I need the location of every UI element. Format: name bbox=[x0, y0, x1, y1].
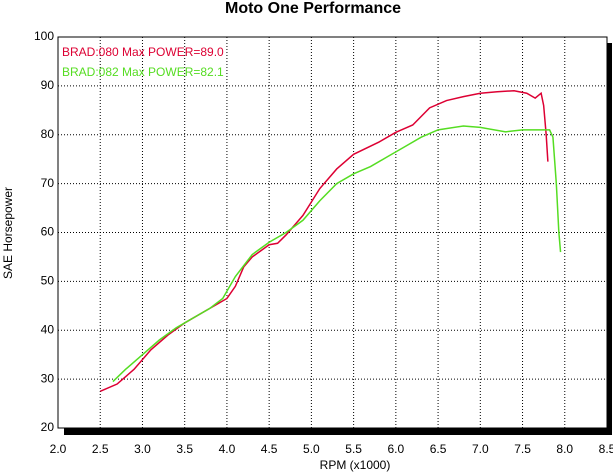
frame-shadow bbox=[607, 43, 612, 435]
x-tick-label: 6.0 bbox=[388, 442, 405, 456]
plot-area bbox=[57, 36, 608, 429]
y-axis-label: SAE Horsepower bbox=[1, 187, 15, 279]
x-axis-label: RPM (x1000) bbox=[320, 458, 391, 472]
y-tick-label: 100 bbox=[34, 29, 54, 43]
x-tick-label: 6.5 bbox=[430, 442, 447, 456]
legend-entry: BRAD:082 Max POWER=82.1 bbox=[62, 65, 224, 79]
y-tick-label: 80 bbox=[41, 127, 55, 141]
x-tick-label: 8.0 bbox=[556, 442, 573, 456]
y-tick-label: 90 bbox=[41, 78, 55, 92]
y-tick-label: 20 bbox=[41, 420, 55, 434]
y-tick-label: 50 bbox=[41, 274, 55, 288]
x-tick-label: 2.0 bbox=[50, 442, 67, 456]
legend-entry: BRAD:080 Max POWER=89.0 bbox=[62, 45, 224, 59]
x-tick-label: 5.5 bbox=[345, 442, 362, 456]
x-tick-label: 4.0 bbox=[219, 442, 236, 456]
x-tick-label: 7.0 bbox=[472, 442, 489, 456]
x-tick-label: 4.5 bbox=[261, 442, 278, 456]
y-tick-label: 30 bbox=[41, 371, 55, 385]
y-tick-label: 60 bbox=[41, 225, 55, 239]
x-tick-label: 8.5 bbox=[599, 442, 613, 456]
x-tick-label: 7.5 bbox=[514, 442, 531, 456]
frame-shadow bbox=[64, 428, 612, 435]
x-tick-label: 3.0 bbox=[134, 442, 151, 456]
x-tick-label: 2.5 bbox=[92, 442, 109, 456]
y-tick-label: 70 bbox=[41, 176, 55, 190]
chart-title: Moto One Performance bbox=[225, 0, 401, 17]
series-line bbox=[112, 125, 562, 383]
y-tick-label: 40 bbox=[41, 322, 55, 336]
x-tick-label: 3.5 bbox=[176, 442, 193, 456]
x-tick-label: 5.0 bbox=[303, 442, 320, 456]
